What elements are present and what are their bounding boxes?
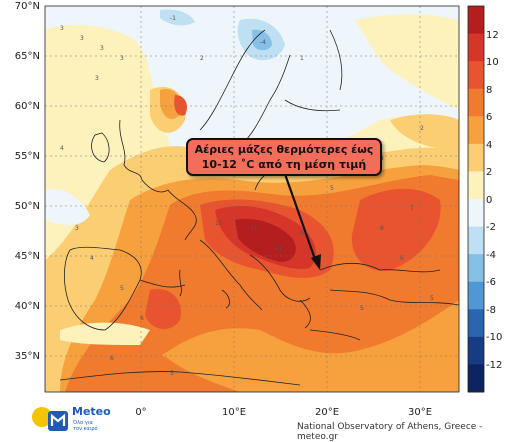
colorbar-swatch <box>468 281 484 310</box>
colorbar-label: 10 <box>486 57 499 68</box>
contour-labels: 3 3 3 3 3 4 3 4 5 6 6 5 10 11 11 9 8 7 6 5 5 5 4 2 -4 -1 1 2 <box>60 15 434 377</box>
colorbar-swatch <box>468 88 484 117</box>
sun-cloud-logo-icon <box>32 407 68 431</box>
svg-text:8: 8 <box>380 225 384 232</box>
svg-text:5: 5 <box>360 305 364 312</box>
colorbar-label: 0 <box>486 195 493 206</box>
svg-text:4: 4 <box>380 155 384 162</box>
callout-line-2: 10-12 ˚C από τη μέση τιμή <box>201 158 367 171</box>
lat-label-40: 40°N <box>14 301 40 312</box>
callout-arrow <box>283 173 321 270</box>
svg-text:5: 5 <box>330 185 334 192</box>
colorbar-swatch <box>468 33 484 62</box>
colorbar-swatch <box>468 199 484 228</box>
callout-line-1: Αέριες μάζες θερμότερες έως <box>194 143 374 156</box>
svg-text:3: 3 <box>75 225 79 232</box>
colorbar-label: 4 <box>486 140 493 151</box>
colorbar-swatch <box>468 6 484 35</box>
colorbar-swatch <box>468 171 484 200</box>
colorbar-frame <box>467 5 485 393</box>
colorbar-swatch <box>468 254 484 283</box>
colorbar-swatch <box>468 309 484 338</box>
colorbar-swatch <box>468 226 484 255</box>
svg-text:11: 11 <box>250 225 258 232</box>
svg-text:3: 3 <box>100 45 104 52</box>
lat-label-35: 35°N <box>14 351 40 362</box>
colorbar-label: 6 <box>486 112 493 123</box>
colorbar-swatch <box>468 61 484 90</box>
lon-label-20e: 20°E <box>314 407 340 418</box>
colorbar-label: 8 <box>486 85 493 96</box>
svg-text:-1: -1 <box>170 15 176 22</box>
colorbar-label: 12 <box>486 30 499 41</box>
svg-text:5: 5 <box>430 295 434 302</box>
map-frame <box>44 5 460 393</box>
colorbar <box>467 5 485 393</box>
svg-text:3: 3 <box>60 25 64 32</box>
svg-text:7: 7 <box>410 205 414 212</box>
logo-name: Meteo <box>72 405 111 418</box>
colorbar-label: -8 <box>486 305 496 316</box>
lat-label-70: 70°N <box>14 1 40 12</box>
colorbar-swatch <box>468 143 484 172</box>
anomaly-field: 3 3 3 3 3 4 3 4 5 6 6 5 10 11 11 9 8 7 6 5 5 5 4 2 -4 -1 1 2 <box>45 6 459 392</box>
logo-tagline: Όλα για τον καιρό <box>73 420 98 432</box>
coastlines <box>59 29 459 386</box>
colorbar-swatch <box>468 364 484 393</box>
lat-label-50: 50°N <box>14 201 40 212</box>
svg-text:9: 9 <box>300 230 304 237</box>
svg-text:2: 2 <box>420 125 424 132</box>
colorbar-label: -2 <box>486 222 496 233</box>
svg-text:10: 10 <box>215 220 223 227</box>
svg-text:3: 3 <box>80 35 84 42</box>
lat-label-65: 65°N <box>14 51 40 62</box>
lat-label-55: 55°N <box>14 151 40 162</box>
colorbar-label: 2 <box>486 167 493 178</box>
svg-text:6: 6 <box>110 355 114 362</box>
svg-text:6: 6 <box>140 315 144 322</box>
lon-label-10e: 10°E <box>221 407 247 418</box>
colorbar-label: -10 <box>486 332 503 343</box>
svg-text:1: 1 <box>300 55 304 62</box>
lon-label-0: 0° <box>135 407 147 418</box>
colorbar-label: -4 <box>486 250 496 261</box>
lat-label-60: 60°N <box>14 101 40 112</box>
colorbar-swatch <box>468 336 484 365</box>
svg-text:3: 3 <box>120 55 124 62</box>
svg-text:4: 4 <box>60 145 64 152</box>
svg-text:5: 5 <box>170 370 174 377</box>
svg-text:4: 4 <box>90 255 94 262</box>
svg-text:5: 5 <box>120 285 124 292</box>
credit-text: National Observatory of Athens, Greece -… <box>297 422 483 442</box>
svg-text:11: 11 <box>275 245 283 252</box>
svg-text:2: 2 <box>200 55 204 62</box>
lat-label-45: 45°N <box>14 251 40 262</box>
svg-text:6: 6 <box>400 255 404 262</box>
colorbar-swatch <box>468 116 484 145</box>
colorbar-label: -6 <box>486 277 496 288</box>
svg-text:3: 3 <box>95 75 99 82</box>
svg-text:-4: -4 <box>260 39 266 46</box>
lon-label-30e: 30°E <box>407 407 433 418</box>
annotation-callout: Αέριες μάζες θερμότερες έως 10-12 ˚C από… <box>186 138 382 176</box>
colorbar-label: -12 <box>486 360 503 371</box>
